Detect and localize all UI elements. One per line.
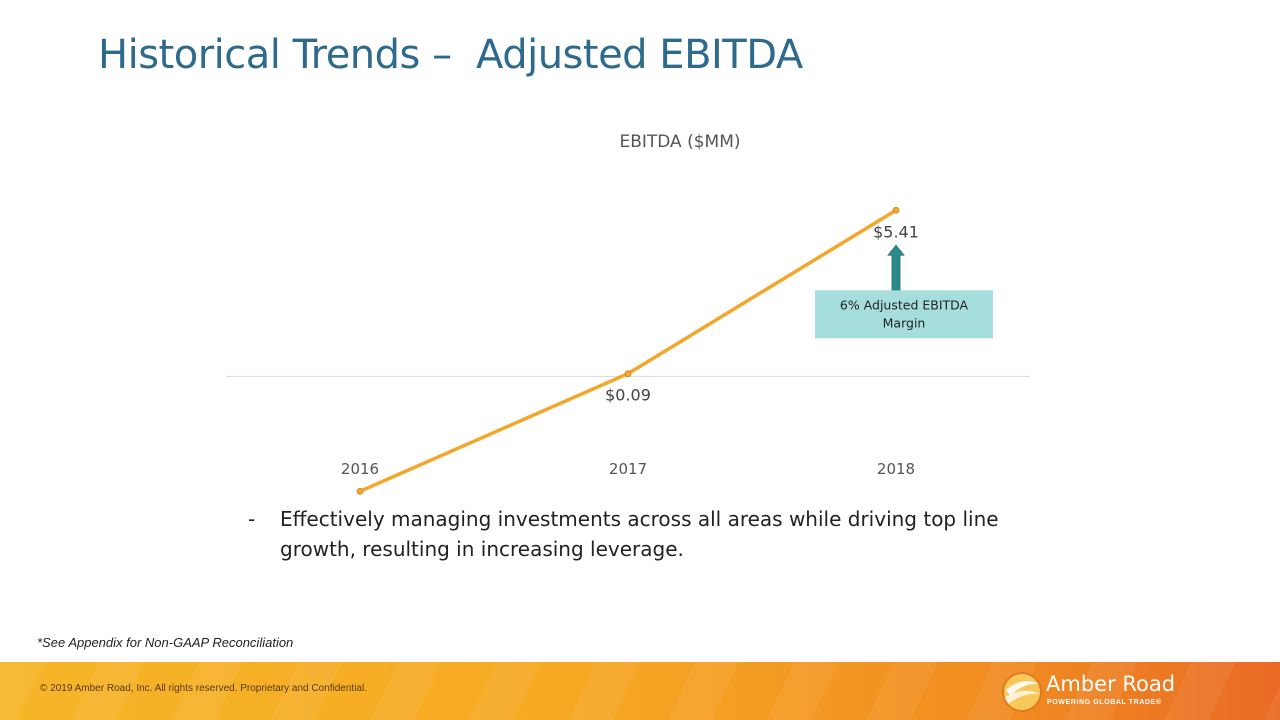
callout-box [815,290,993,339]
bullet-text: Effectively managing investments across … [280,507,999,561]
data-point-2018 [892,206,900,214]
page-title: Historical Trends – Adjusted EBITDA [98,32,803,78]
margin-callout: 6% Adjusted EBITDA Margin [815,244,993,339]
bullet-point: - Effectively managing investments acros… [248,504,1008,564]
data-point-2016 [356,487,364,495]
logo-tagline: POWERING GLOBAL TRADE® [1047,699,1162,706]
copyright-text: © 2019 Amber Road, Inc. All rights reser… [40,683,367,694]
up-arrow-icon [887,244,905,291]
amber-road-logo-icon [1002,672,1042,712]
chart-title: EBITDA ($MM) [619,132,740,152]
footer-bar: © 2019 Amber Road, Inc. All rights reser… [0,662,1280,720]
x-tick-label-2017: 2017 [609,460,647,478]
x-tick-label-2016: 2016 [341,460,379,478]
amber-road-logo: Amber Road POWERING GLOBAL TRADE® [1000,668,1190,714]
callout-text-line2: Margin [883,315,926,330]
logo-name: Amber Road [1046,672,1176,696]
x-tick-label-2018: 2018 [877,460,915,478]
footnote: *See Appendix for Non-GAAP Reconciliatio… [37,635,294,650]
ebitda-line-chart: EBITDA ($MM) $(3.74)2016$0.092017$5.4120… [226,132,1030,495]
bullet-marker: - [248,507,256,531]
data-point-2017 [624,370,632,378]
data-label-2017: $0.09 [605,386,651,405]
data-label-2018: $5.41 [873,222,919,241]
callout-text-line1: 6% Adjusted EBITDA [840,297,969,312]
ebitda-series-line [359,208,897,493]
